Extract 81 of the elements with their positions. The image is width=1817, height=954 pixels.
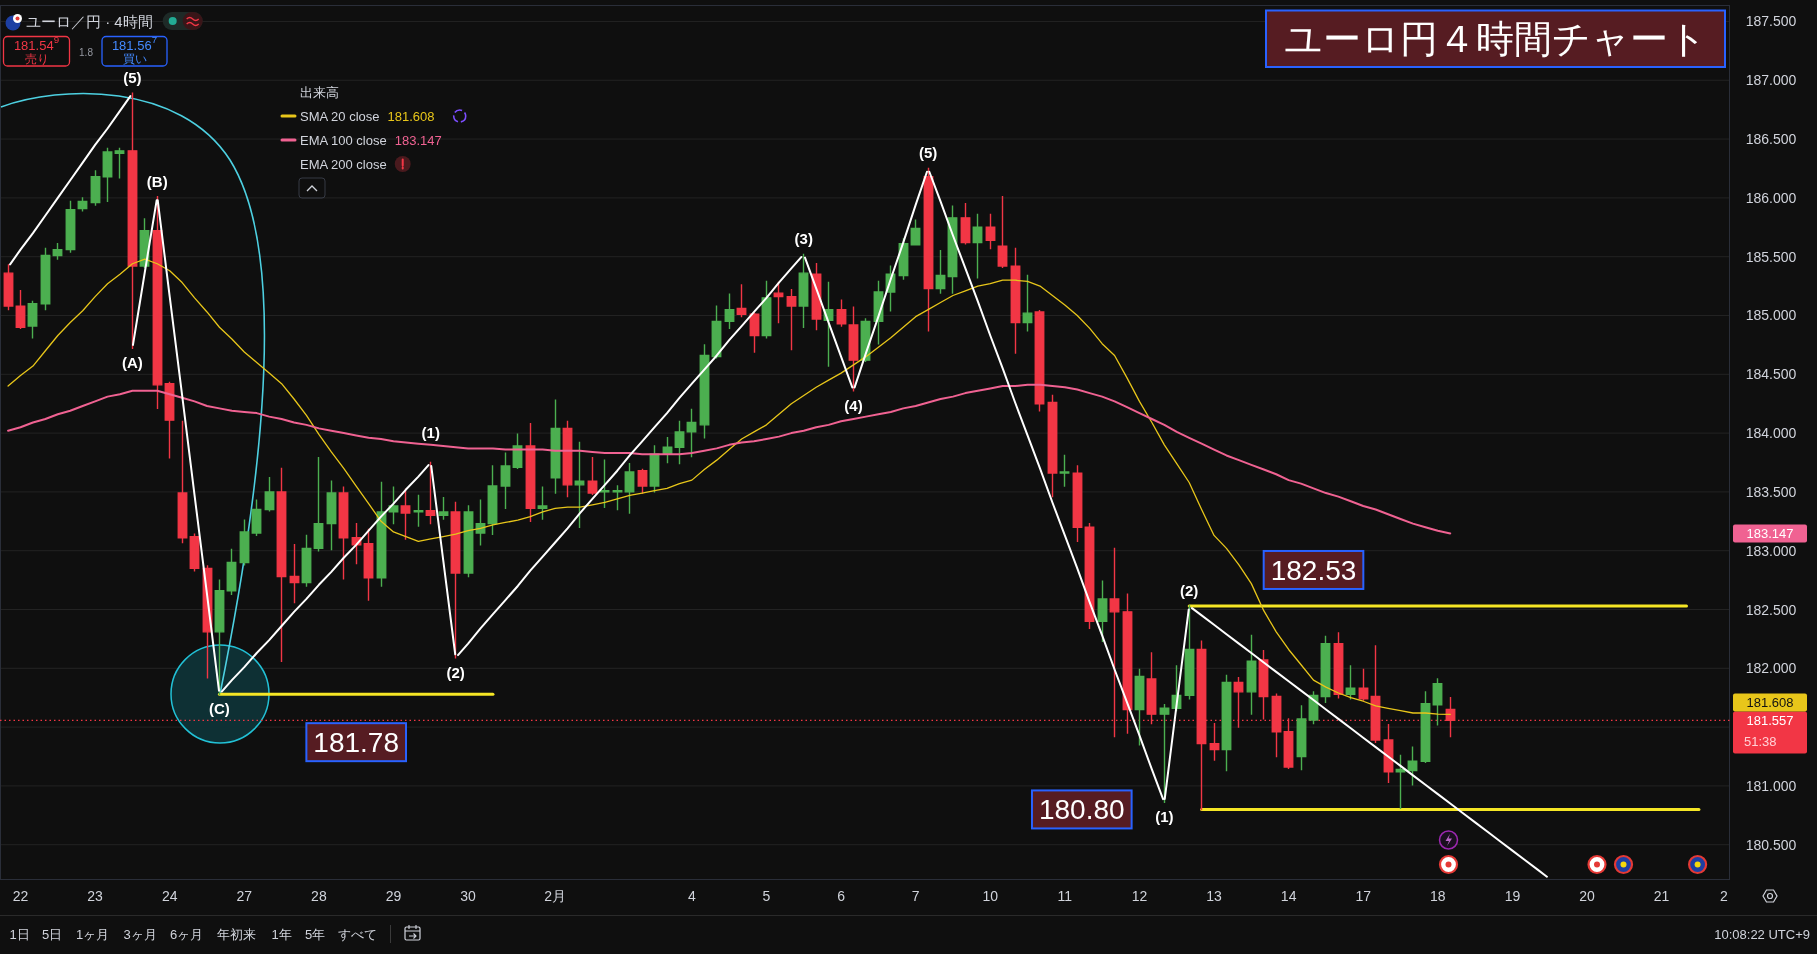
label-box: 180.80 [1030,789,1133,830]
annotation: (B) [146,172,168,190]
x-tick-label: 10 [982,888,999,904]
x-tick-label: 2月 [544,888,567,904]
text: ユーロ／円 · 4時間 [26,12,153,30]
text: 6ヶ月 [169,926,204,942]
y-tick-label: 185.000 [1745,307,1797,324]
x-tick-label: 7 [911,888,920,904]
chart-title: ユーロ円４時間チャート [1284,18,1707,60]
y-tick-label: 183.000 [1745,542,1797,559]
y-tick-label: 187.500 [1745,13,1797,30]
x-tick-label: 14 [1280,888,1297,904]
y-tick-label: 186.000 [1745,189,1797,206]
text: 10:08:22 UTC+9 [1714,926,1810,942]
text: 1年 [271,926,292,942]
annotation: (4) [844,396,863,414]
annotation: 182.53 [1270,554,1357,586]
annotation: 183.147 [394,132,442,148]
x-tick-label: 30 [460,888,477,904]
text: すべて [337,926,377,942]
label-box: 182.53 [1262,549,1365,590]
annotation: (1) [1155,807,1174,825]
x-tick-label: 13 [1206,888,1223,904]
x-tick-label: 4 [687,888,696,904]
annotation: 買い [122,52,147,66]
y-tick-label: 183.500 [1745,483,1797,500]
x-tick-label: 20 [1579,888,1596,904]
x-tick-label: 29 [385,888,402,904]
text: 年初来 [216,926,256,942]
y-tick-label: 184.000 [1745,425,1797,442]
annotation: (C) [209,699,230,717]
x-tick-label: 5 [762,888,771,904]
annotation: (A) [121,353,143,371]
y-tick-label: 181.000 [1745,777,1797,794]
x-tick-label: 27 [236,888,253,904]
annotation: 1.8 [79,46,94,58]
x-tick-label: 17 [1355,888,1372,904]
annotation: 181.54$^{9}$ [13,34,60,53]
annotation: (2) [1180,581,1199,599]
y-tick-label: 185.500 [1745,248,1797,265]
x-tick-label: 24 [161,888,178,904]
legend-label: EMA 100 close [300,132,387,148]
text: 3ヶ月 [123,926,157,942]
price-tag: 181.557 51:38 [1733,711,1807,754]
annotation: 出来高 [300,84,339,100]
text: 5日 [41,926,63,942]
x-tick-label: 23 [87,888,104,904]
text: 1ヶ月 [76,926,110,942]
legend-label: SMA 20 close [300,108,380,124]
y-tick-label: 182.500 [1745,601,1797,618]
annotation: EMA 200 close [300,156,387,172]
price-tag: 183.147 [1733,524,1807,543]
annotation: (5) [123,68,142,86]
ref-line-label: 181.557 [1746,712,1794,728]
price-tag: 181.608 [1733,693,1807,712]
x-tick-label: 6 [837,888,846,904]
x-tick-label: 2 [1719,888,1728,904]
y-tick-label: 187.000 [1745,72,1797,89]
y-tick-label: 184.500 [1745,366,1797,383]
annotation: (2) [446,663,465,681]
y-tick-label: 180.500 [1745,836,1797,853]
label-box: 181.78 [305,722,407,763]
y-tick-label: 182.000 [1745,660,1797,677]
x-tick-label: 12 [1131,888,1148,904]
x-tick-label: 22 [12,888,29,904]
x-tick-label: 28 [311,888,327,904]
annotation: 180.80 [1038,793,1125,825]
annotation: (3) [794,229,813,247]
x-tick-label: 21 [1653,888,1670,904]
annotation: 売り [24,52,49,66]
x-tick-label: 18 [1430,888,1446,904]
x-tick-label: 11 [1057,888,1073,904]
annotation: 181.608 [387,108,435,124]
text: 5年 [304,926,326,942]
x-tick-label: 19 [1504,888,1521,904]
annotation: (1) [421,423,440,441]
text: 1日 [9,926,30,942]
annotation: 181.78 [313,726,400,758]
annotation: 181.56$^{7}$ [111,34,158,53]
y-tick-label: 186.500 [1745,131,1797,148]
annotation: (5) [918,143,938,161]
